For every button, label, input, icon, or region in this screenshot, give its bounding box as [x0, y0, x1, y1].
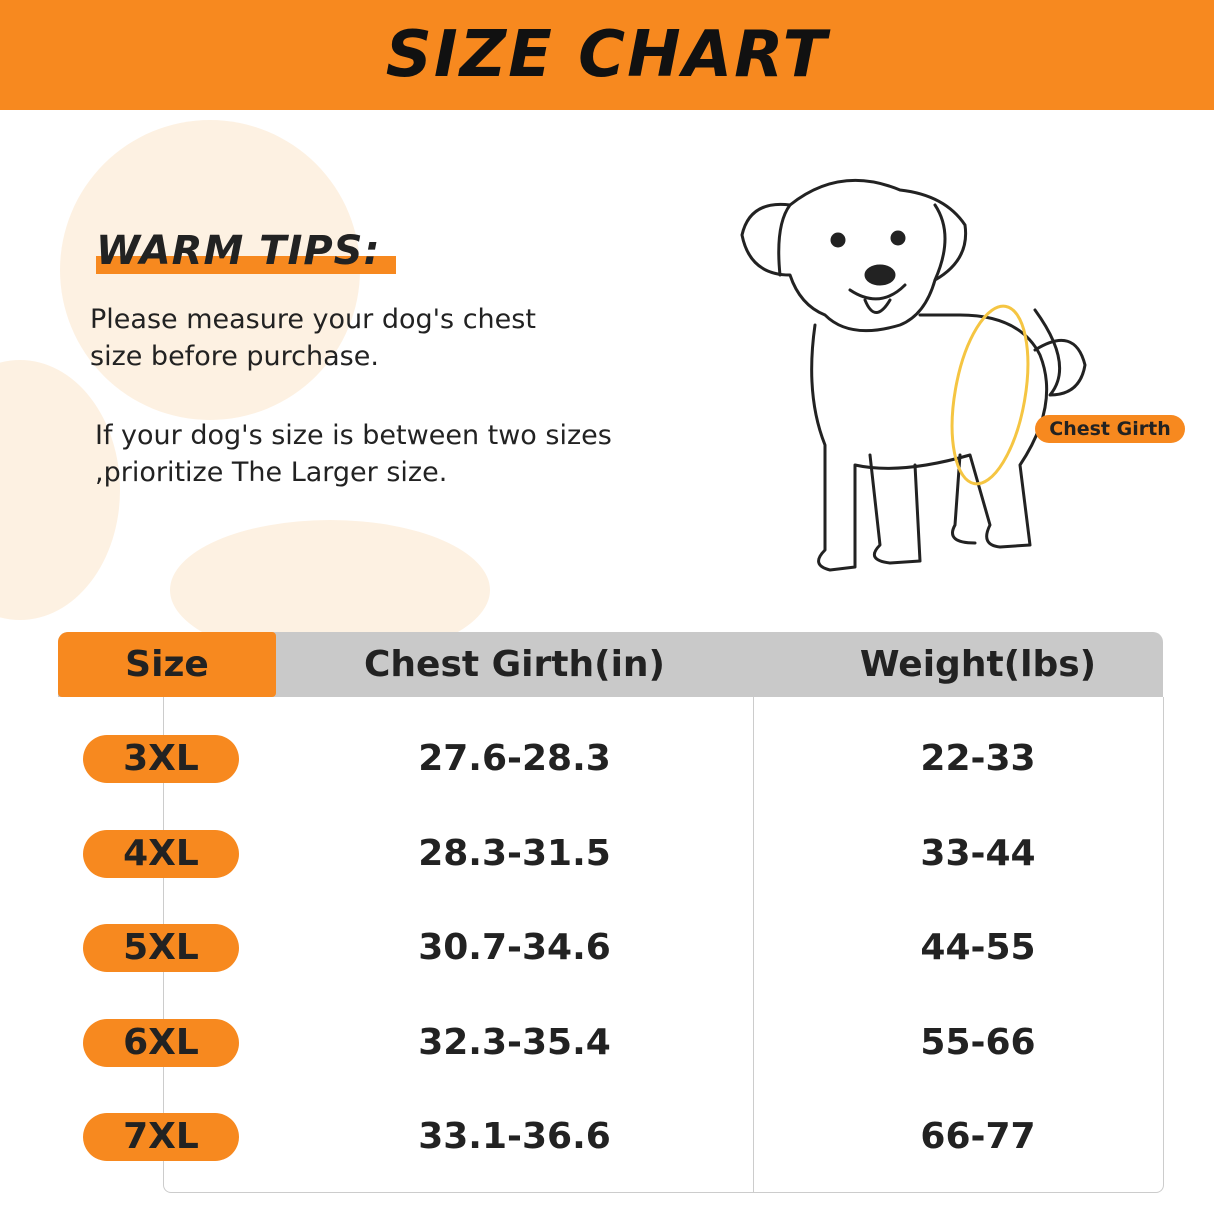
weight-cell: 22-33 [920, 738, 1036, 779]
size-cell: 4XL [83, 829, 239, 878]
size-cell: 3XL [83, 735, 239, 783]
dog-ears [777, 203, 947, 282]
dog-nose [864, 264, 896, 286]
dog-mouth [848, 283, 907, 314]
weight-cell: 66-77 [920, 1116, 1036, 1157]
dog-illustration [740, 178, 1087, 572]
dog-eye [830, 232, 846, 248]
tip-line: If your dog's size is between two sizes [95, 420, 612, 451]
tip-line: size before purchase. [90, 341, 379, 372]
chest-cell: 28.3-31.5 [418, 832, 611, 874]
column-header: Weight(lbs) [859, 644, 1097, 685]
chest-cell: 27.6-28.3 [418, 738, 611, 779]
size-cell: 6XL [83, 1018, 239, 1067]
dog-eye [890, 230, 906, 246]
title: SIZE CHART [385, 18, 829, 92]
girth-ring [950, 304, 1030, 486]
weight-cell: 33-44 [920, 832, 1036, 874]
heading-underline [96, 256, 396, 274]
dog-body [810, 313, 1049, 572]
tips-heading: WARM TIPS: [96, 228, 381, 274]
dog-legs [868, 453, 977, 565]
header: SIZE CHART [0, 0, 1214, 110]
tip-paragraph: Please measure your dog's chest size bef… [90, 301, 536, 375]
size-cell: 5XL [83, 924, 239, 972]
column-divider [753, 697, 754, 1193]
weight-cell: 44-55 [920, 927, 1036, 968]
chest-cell: 32.3-35.4 [418, 1021, 611, 1063]
weight-cell: 55-66 [920, 1021, 1036, 1063]
tip-line: Please measure your dog's chest [90, 304, 536, 335]
tip-paragraph: If your dog's size is between two sizes … [95, 417, 612, 491]
size-cell: 7XL [83, 1113, 239, 1161]
chest-cell: 33.1-36.6 [418, 1116, 611, 1157]
chest-cell: 30.7-34.6 [418, 927, 611, 968]
girth-label: Chest Girth [1035, 415, 1185, 443]
dog-tail [1033, 308, 1087, 397]
column-header: Chest Girth(in) [364, 644, 665, 685]
size-header-cell [58, 632, 276, 697]
column-header: Size [125, 644, 209, 685]
dog-head [740, 178, 968, 333]
tip-line: ,prioritize The Larger size. [95, 457, 448, 488]
